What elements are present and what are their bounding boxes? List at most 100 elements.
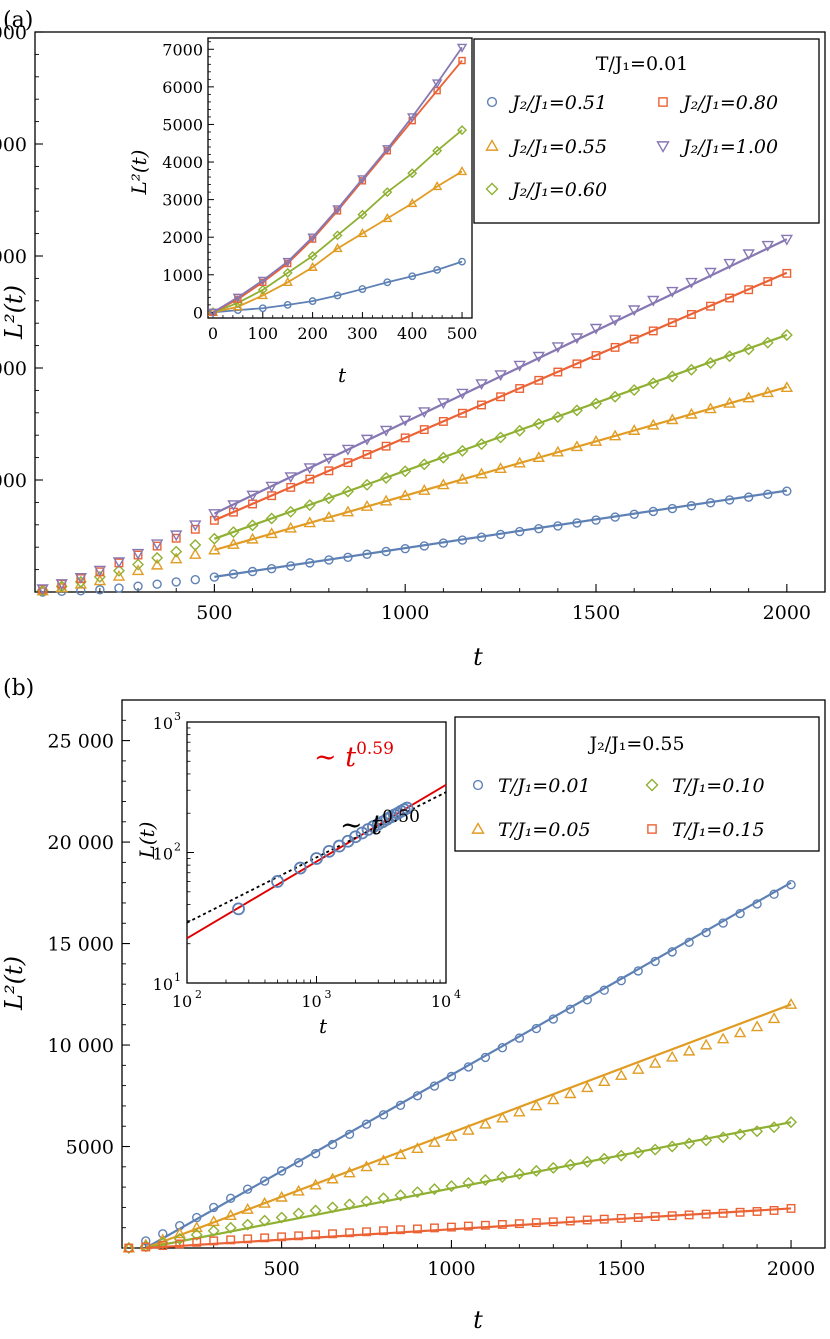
- panel-b-data-point: [259, 1176, 270, 1186]
- panel-b-data-point: [326, 1172, 339, 1184]
- panel-a-data-point: [93, 565, 107, 577]
- panel-b-inset-x-tick-label: 10: [431, 992, 451, 1011]
- panel-a-data-point: [437, 451, 450, 464]
- panel-a-data-point: [95, 585, 105, 595]
- panel-a-data-point: [286, 482, 296, 492]
- panel-a-data-point: [322, 453, 336, 465]
- panel-a-inset-y-tick-label: 4000: [162, 153, 203, 172]
- panel-a-inset-data-point: [232, 293, 244, 303]
- panel-b-data-point: [343, 1198, 356, 1211]
- panel-b-data-point: [243, 1234, 253, 1244]
- panel-b-frame: [121, 699, 826, 1249]
- panel-b-data-point: [599, 1214, 609, 1224]
- panel-b-data-point: [548, 1014, 559, 1024]
- panel-a-data-point: [189, 520, 202, 532]
- panel-b-data-point: [224, 1221, 237, 1234]
- panel-a-series-0: [37, 486, 792, 597]
- panel-a-inset-data-point: [332, 230, 343, 241]
- panel-a-data-point: [572, 518, 582, 528]
- panel-a-data-point: [513, 456, 526, 468]
- panel-a-data-point: [265, 512, 278, 525]
- panel-a-data-point: [303, 463, 316, 475]
- panel-a-data-point: [437, 478, 450, 490]
- panel-b-data-point: [582, 995, 592, 1005]
- panel-a-data-point: [667, 318, 677, 328]
- panel-a-data-point: [360, 500, 374, 511]
- panel-a-data-point: [761, 240, 774, 252]
- panel-a-data-point: [551, 411, 564, 424]
- panel-a-data-point: [36, 584, 49, 596]
- panel-a-data-point: [761, 386, 774, 398]
- panel-a-data-point: [360, 434, 374, 446]
- panel-b-data-point: [292, 1184, 305, 1196]
- panel-b-x-axis-label: t: [473, 1306, 483, 1334]
- panel-b-y-tick-label: 10 000: [48, 1035, 114, 1057]
- panel-a-data-point: [628, 384, 641, 397]
- panel-a-data-point: [343, 458, 353, 468]
- panel-b-data-point: [581, 1155, 594, 1168]
- panel-b-data-point: [598, 1152, 611, 1165]
- panel-b-data-point: [632, 1146, 645, 1159]
- panel-b-data-point: [699, 1038, 713, 1050]
- panel-a-inset-y-tick-label: 3000: [162, 191, 203, 210]
- panel-a-inset-data-point: [432, 145, 443, 156]
- panel-b-data-point: [616, 975, 626, 986]
- panel-a-data-point: [324, 555, 334, 565]
- panel-a-data-point: [265, 527, 278, 539]
- panel-a-data-point: [150, 558, 164, 570]
- panel-a-inset-y-tick-label: 6000: [162, 78, 203, 97]
- panel-a-data-point: [744, 285, 754, 295]
- panel-b-data-point: [615, 1149, 628, 1162]
- panel-a-data-point: [170, 530, 183, 542]
- panel-a-inset-y-tick-label: 7000: [162, 40, 203, 59]
- panel-b-data-point: [615, 1069, 628, 1080]
- panel-a-inset-data-point: [383, 278, 392, 287]
- panel-b-data-point: [445, 1129, 458, 1141]
- panel-a-inset-data-point: [282, 267, 293, 278]
- panel-a-data-point: [456, 472, 469, 484]
- panel-a-data-point: [685, 363, 698, 376]
- panel-a-data-point: [723, 396, 736, 408]
- panel-b-data-point: [207, 1224, 220, 1237]
- panel-b-legend: J₂/J₁=0.55 T/J₁=0.01 T/J₁=0.10 T/J₁=0.05 T/…: [454, 716, 820, 852]
- panel-a-inset-data-point: [258, 304, 267, 313]
- panel-b-data-point: [718, 918, 728, 928]
- panel-a-x-tick-label: 2000: [763, 602, 811, 624]
- panel-a-data-point: [572, 359, 582, 369]
- panel-a-inset-x-tick-label: 300: [347, 324, 378, 343]
- panel-a-inset-data-point: [332, 243, 343, 253]
- panel-a-data-point: [322, 510, 336, 522]
- panel-b-data-point: [412, 1091, 423, 1101]
- panel-b-inset-data-point: [271, 875, 284, 888]
- panel-a-inset-data-point: [257, 284, 268, 295]
- panel-a-data-point: [513, 424, 526, 437]
- panel-b-data-point: [649, 1143, 662, 1156]
- panel-a-inset-y-axis-label: L²(t): [127, 150, 151, 196]
- panel-b-y-axis-label: L²(t): [0, 956, 28, 1011]
- panel-a-data-point: [608, 315, 622, 327]
- panel-a-x-tick-label: 1000: [381, 602, 429, 624]
- panel-a-data-point: [782, 486, 792, 496]
- panel-a-data-point: [610, 342, 620, 352]
- panel-a-data-point: [494, 370, 507, 382]
- panel-a-data-point: [514, 526, 525, 537]
- panel-b-data-point: [497, 1220, 507, 1229]
- panel-a-inset-data-point: [357, 209, 368, 220]
- panel-b-data-point: [260, 1233, 270, 1243]
- panel-a-inset-data-point: [433, 265, 442, 274]
- panel-b-data-point: [497, 1042, 508, 1053]
- panel-b-data-point: [650, 956, 660, 967]
- panel-b-series-0: [124, 879, 796, 1253]
- panel-a-data-point: [380, 471, 393, 484]
- panel-b-data-point: [361, 1119, 372, 1129]
- panel-a-data-point: [418, 484, 431, 495]
- panel-a-y-tick-label: 30 000: [0, 246, 27, 268]
- panel-a-inset-x-tick-label: 400: [397, 324, 428, 343]
- panel-a-inset-x-axis-label: t: [338, 363, 347, 387]
- panel-b-data-point: [531, 1218, 541, 1228]
- panel-a-y-tick-label: 40 000: [0, 134, 27, 156]
- panel-a-inset-data-point: [257, 276, 268, 286]
- panel-a-data-point: [780, 328, 793, 341]
- panel-a-data-point: [761, 336, 774, 349]
